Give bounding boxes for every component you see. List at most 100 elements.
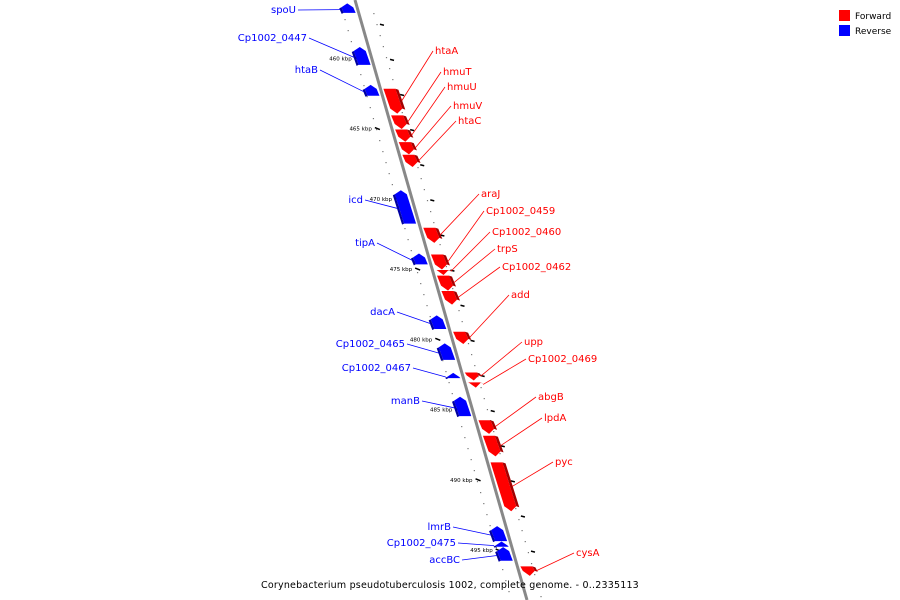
gene-Cp1002_0447	[351, 46, 371, 66]
gene-shade	[447, 269, 452, 271]
gene-label-htaC[interactable]: htaC	[458, 116, 481, 127]
gene-label-accBC[interactable]: accBC	[429, 555, 460, 566]
gene-body	[402, 154, 418, 167]
gene-shade	[414, 154, 421, 163]
gene-label-pyc[interactable]: pyc	[555, 457, 573, 468]
gene-label-Cp1002_0469[interactable]: Cp1002_0469	[528, 354, 597, 365]
gene-label-lmrB[interactable]: lmrB	[428, 522, 452, 533]
kbp-tick-label: 490 kbp	[450, 478, 473, 484]
leader-line	[412, 367, 446, 378]
gene-label-add[interactable]: add	[511, 290, 530, 301]
track-dot	[452, 288, 454, 290]
legend-label-forward: Forward	[855, 12, 891, 22]
gene-label-hmuU[interactable]: hmuU	[447, 82, 477, 93]
genome-backbone	[353, 0, 529, 600]
leader-line	[500, 417, 543, 446]
gene-manB	[452, 396, 472, 418]
gene-label-Cp1002_0467[interactable]: Cp1002_0467	[342, 363, 411, 374]
gene-label-trpS[interactable]: trpS	[497, 244, 518, 255]
leader-line	[411, 86, 446, 136]
gene-labels: spoU Cp1002_0447 htaB htaA hmuT hmuU hmuV htaC i…	[238, 5, 600, 571]
track-dot	[448, 382, 450, 384]
gene-label-hmuV[interactable]: hmuV	[453, 101, 482, 112]
gene-body	[438, 343, 456, 360]
gene-shade	[532, 566, 538, 572]
leader-line	[418, 120, 457, 161]
leader-line	[415, 105, 452, 148]
leader-line	[495, 396, 537, 427]
track-dot	[483, 398, 485, 400]
legend-label-reverse: Reverse	[855, 27, 892, 37]
gene-label-htaA[interactable]: htaA	[435, 46, 458, 57]
track-dot	[382, 151, 384, 153]
gene-htaB	[362, 84, 380, 97]
gene-label-abgB[interactable]: abgB	[538, 392, 564, 403]
gene-body	[436, 275, 454, 291]
gene-label-Cp1002_0447[interactable]: Cp1002_0447	[238, 33, 307, 44]
gene-shade	[407, 129, 414, 138]
track-dot	[423, 294, 425, 296]
gene-shade	[479, 382, 484, 384]
gene-htaC	[402, 154, 421, 167]
track-dot	[474, 365, 476, 367]
gene-Cp1002_0467	[445, 372, 461, 380]
gene-label-lpdA[interactable]: lpdA	[544, 413, 566, 424]
gene-upp	[464, 372, 482, 381]
minor-tick	[460, 304, 465, 307]
gene-label-dacA[interactable]: dacA	[370, 307, 395, 318]
gene-label-spoU[interactable]: spoU	[271, 5, 296, 16]
gene-body	[395, 129, 411, 142]
gene-lmrB	[489, 526, 508, 543]
track-dot	[518, 519, 520, 521]
gene-label-Cp1002_0475[interactable]: Cp1002_0475	[387, 538, 456, 549]
gene-Cp1002_0475	[493, 541, 509, 548]
gene-body	[497, 547, 513, 561]
gene-body	[482, 435, 501, 457]
gene-shade	[494, 435, 504, 453]
gene-label-upp[interactable]: upp	[524, 337, 543, 348]
gene-shade	[392, 194, 405, 225]
gene-label-Cp1002_0462[interactable]: Cp1002_0462	[502, 262, 571, 273]
gene-Cp1002_0460	[435, 269, 452, 275]
track-dot	[442, 360, 444, 362]
gene-icd	[392, 190, 417, 225]
gene-body	[412, 253, 428, 265]
legend-swatch-forward	[839, 10, 850, 21]
gene-label-hmuT[interactable]: hmuT	[443, 67, 472, 78]
track-dot	[486, 514, 488, 516]
gene-pyc	[490, 462, 520, 512]
leader-line	[406, 343, 440, 354]
gene-araJ	[423, 227, 443, 243]
gene-label-Cp1002_0459[interactable]: Cp1002_0459	[486, 206, 555, 217]
gene-shade	[410, 257, 416, 266]
track-dot	[429, 316, 431, 318]
gene-body	[394, 190, 417, 224]
minor-tick	[530, 550, 536, 553]
gene-body	[464, 372, 479, 381]
track-dot	[360, 74, 362, 76]
track-dot	[493, 431, 495, 433]
track-dot	[486, 409, 489, 411]
track-dot	[499, 453, 501, 455]
gene-label-icd[interactable]: icd	[348, 195, 363, 206]
gene-shade	[403, 115, 410, 126]
gene-label-tipA[interactable]: tipA	[355, 238, 375, 249]
track-dot	[379, 140, 381, 142]
gene-abgB	[478, 420, 498, 434]
gene-label-Cp1002_0465[interactable]: Cp1002_0465	[336, 339, 405, 350]
gene-label-manB[interactable]: manB	[391, 396, 420, 407]
gene-label-htaB[interactable]: htaB	[295, 65, 318, 76]
gene-label-cysA[interactable]: cysA	[576, 548, 600, 559]
track-dot	[379, 35, 381, 37]
minor-tick	[430, 199, 435, 202]
gene-label-Cp1002_0460[interactable]: Cp1002_0460	[492, 227, 561, 238]
gene-lpdA	[482, 435, 504, 457]
gene-body	[478, 420, 495, 434]
track-dot	[530, 563, 533, 565]
leader-line	[364, 199, 398, 209]
minor-tick	[500, 445, 505, 448]
gene-shade	[490, 420, 498, 430]
legend: Forward Reverse	[839, 10, 892, 37]
gene-label-araJ[interactable]: araJ	[481, 189, 500, 200]
kbp-tick	[475, 478, 481, 482]
